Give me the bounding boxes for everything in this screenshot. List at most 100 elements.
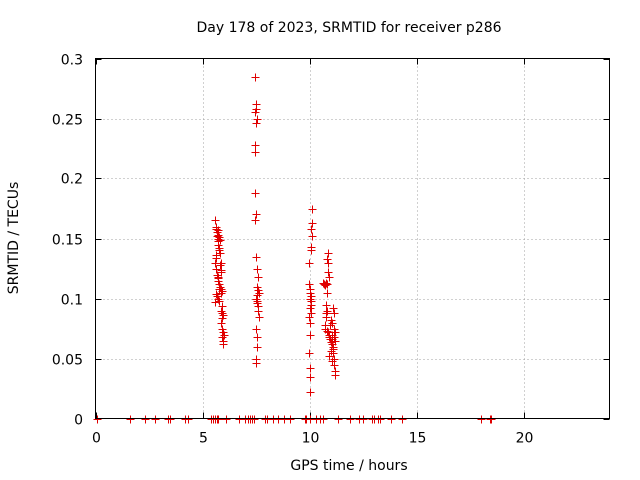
data-point — [212, 265, 221, 274]
data-point — [211, 216, 220, 225]
data-point — [253, 343, 262, 352]
data-point — [251, 189, 260, 198]
data-point — [151, 415, 160, 424]
data-point — [308, 205, 317, 214]
data-point — [477, 415, 486, 424]
data-point — [319, 415, 328, 424]
chart-title: Day 178 of 2023, SRMTID for receiver p28… — [196, 20, 501, 36]
data-point — [329, 304, 338, 313]
data-point — [307, 225, 316, 234]
data-point — [330, 361, 339, 370]
data-point — [323, 255, 332, 264]
data-point — [306, 364, 315, 373]
data-point — [251, 108, 260, 117]
tick-labels: 0 0.05 0.1 0.15 0.2 0.25 0.3 0 5 10 15 20 — [52, 53, 534, 447]
data-point — [218, 314, 227, 323]
data-point — [306, 331, 315, 340]
data-point — [214, 274, 223, 283]
data-point — [212, 254, 221, 263]
data-point — [324, 268, 333, 277]
data-point — [255, 289, 264, 298]
data-point — [212, 290, 221, 299]
x-tick-label: 15 — [409, 431, 427, 447]
data-point — [218, 302, 227, 311]
x-axis-label: GPS time / hours — [290, 458, 407, 474]
data-point — [254, 273, 263, 282]
data-point — [305, 259, 314, 268]
data-point — [251, 73, 260, 82]
y-tick-label: 0.1 — [61, 293, 83, 309]
data-point — [328, 335, 337, 344]
data-point — [219, 340, 228, 349]
data-point — [253, 115, 262, 124]
data-point — [387, 415, 396, 424]
data-point — [126, 415, 135, 424]
data-point — [216, 283, 225, 292]
data-point — [217, 289, 226, 298]
data-point — [214, 231, 223, 240]
data-point — [322, 301, 331, 310]
data-point — [253, 333, 262, 342]
data-point — [398, 415, 407, 424]
data-point — [253, 265, 262, 274]
y-tick-label: 0.05 — [52, 353, 83, 369]
data-point — [220, 331, 229, 340]
data-point — [330, 333, 339, 342]
data-points — [93, 73, 496, 424]
data-point — [141, 415, 150, 424]
y-tick-label: 0.2 — [61, 172, 83, 188]
data-point — [331, 371, 340, 380]
data-point — [326, 321, 335, 330]
data-point — [217, 307, 226, 316]
data-point — [252, 359, 261, 368]
data-point — [254, 307, 263, 316]
data-point — [286, 415, 295, 424]
data-point — [323, 289, 332, 298]
data-point — [216, 236, 225, 245]
data-point — [306, 373, 315, 382]
x-tick-label: 5 — [199, 431, 208, 447]
data-point — [211, 298, 220, 307]
data-point — [334, 415, 343, 424]
data-point — [251, 148, 260, 157]
data-point — [305, 313, 314, 322]
data-point — [166, 415, 175, 424]
data-point — [255, 313, 264, 322]
data-point — [251, 141, 260, 150]
data-point — [325, 352, 334, 361]
y-tick-label: 0.25 — [52, 113, 83, 129]
data-point — [251, 216, 260, 225]
data-point — [328, 357, 337, 366]
data-point — [321, 281, 330, 290]
data-point — [324, 259, 333, 268]
data-point — [324, 249, 333, 258]
data-point — [323, 280, 332, 289]
data-point — [216, 261, 225, 270]
data-point — [376, 415, 385, 424]
data-point — [305, 280, 314, 289]
data-point — [214, 415, 223, 424]
data-point — [322, 313, 331, 322]
data-point — [327, 316, 336, 325]
data-point — [346, 415, 355, 424]
data-point — [359, 415, 368, 424]
data-point — [252, 119, 261, 128]
data-point — [325, 273, 334, 282]
data-point — [322, 279, 331, 288]
data-point — [184, 415, 193, 424]
data-point — [323, 307, 332, 316]
x-tick-label: 20 — [516, 431, 534, 447]
x-tick-label: 10 — [302, 431, 320, 447]
data-point — [308, 219, 317, 228]
data-point — [487, 415, 496, 424]
data-point — [327, 347, 336, 356]
data-point — [252, 325, 261, 334]
data-point — [307, 309, 316, 318]
data-point — [217, 259, 226, 268]
data-point — [93, 415, 102, 424]
data-point — [215, 297, 224, 306]
data-point — [306, 295, 315, 304]
data-point — [330, 309, 339, 318]
